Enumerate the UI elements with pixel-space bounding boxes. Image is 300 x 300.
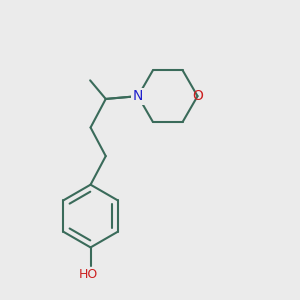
Text: N: N bbox=[133, 89, 143, 103]
Text: N: N bbox=[133, 89, 143, 103]
Text: O: O bbox=[192, 89, 203, 103]
Text: HO: HO bbox=[78, 268, 98, 281]
Text: N: N bbox=[133, 89, 143, 103]
